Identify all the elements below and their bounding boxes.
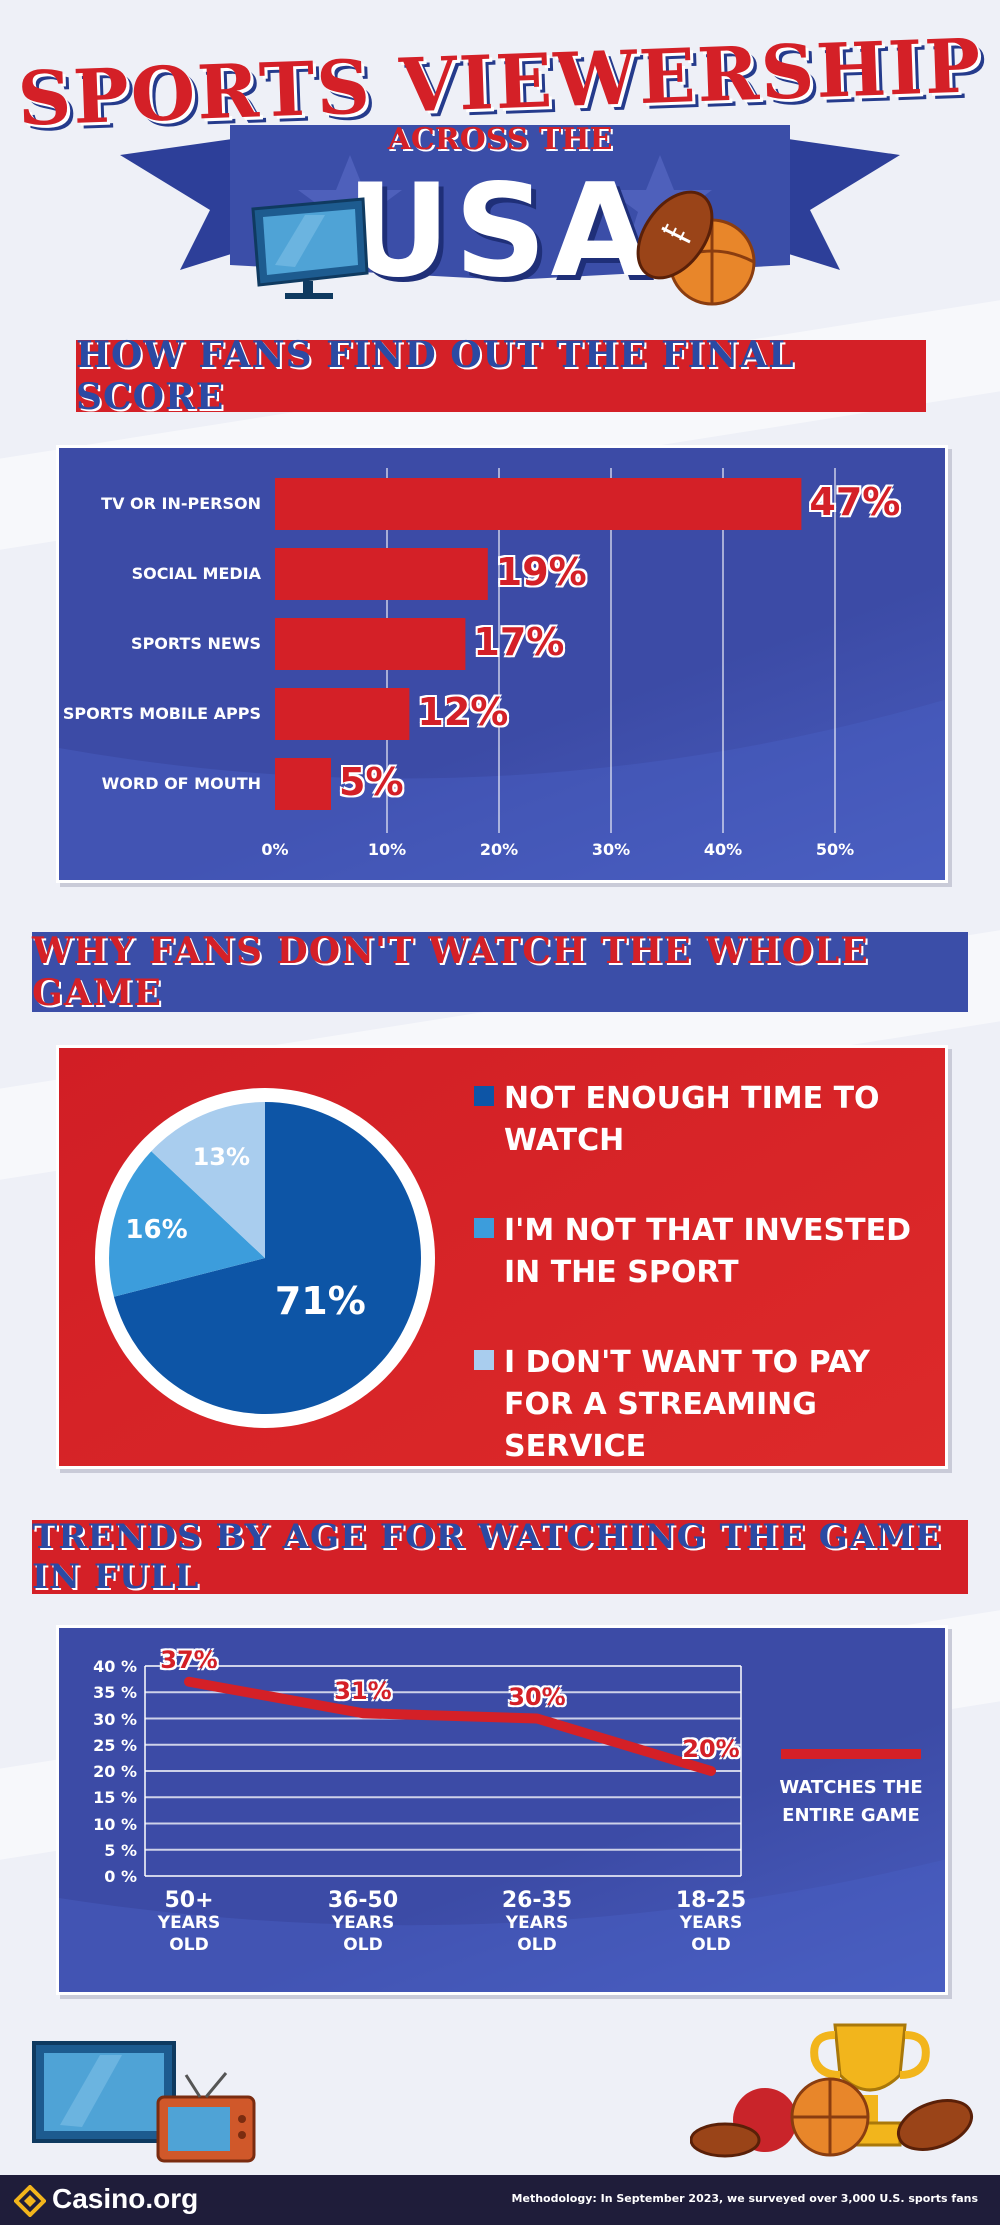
pie-legend: NOT ENOUGH TIME TO WATCH I'M NOT THAT INV… xyxy=(474,1078,934,1464)
methodology-note: Methodology: In September 2023, we surve… xyxy=(511,2192,978,2205)
line-legend-label-line: ENTIRE GAME xyxy=(782,1805,920,1826)
line-chart-svg xyxy=(144,1665,921,1877)
line-x-category-label: 50+ YEARS OLD xyxy=(158,1890,220,1956)
line-value-label: 30% xyxy=(508,1682,566,1711)
line-x-category-line: YEARS xyxy=(679,1913,743,1933)
line-x-category-line: YEARS xyxy=(331,1913,395,1933)
line-x-category-line: YEARS xyxy=(157,1913,221,1933)
pie-chart-panel: 71% 16% 13% NOT ENOUGH TIME TO WATCH I'M NO… xyxy=(56,1045,948,1469)
line-y-tick-label: 10 % xyxy=(93,1814,137,1834)
footer-logo-text[interactable]: Casino.org xyxy=(52,2183,199,2214)
bar-value-label: 17% xyxy=(473,620,565,664)
line-chart-panel: 40 % 35 % 30 % 25 % 20 % 15 % 10 % 5 % 0 % 37% 31%… xyxy=(56,1625,948,1995)
subtitle: ACROSS THE xyxy=(387,122,613,157)
line-point xyxy=(359,1709,367,1718)
football-basketball-icon xyxy=(636,190,756,306)
line-chart: 40 % 35 % 30 % 25 % 20 % 15 % 10 % 5 % 0 % 37% 31%… xyxy=(59,1628,945,1992)
bar-chart-background-swoosh xyxy=(59,699,945,880)
bar-x-tick-label: 40% xyxy=(703,840,743,859)
pie-value-label: 71% xyxy=(274,1278,366,1323)
section-title-final-score: HOW FANS FIND OUT THE FINAL SCORE xyxy=(76,334,926,418)
trophy-balls-icon xyxy=(690,2023,973,2158)
bar-value-label: 5% xyxy=(339,760,404,804)
bar-category-label: WORD OF MOUTH xyxy=(101,774,261,793)
pie-slice xyxy=(151,1102,265,1258)
bar-x-tick-label: 0% xyxy=(261,840,289,859)
bar-x-tick-label: 10% xyxy=(367,840,407,859)
line-value-label: 37% xyxy=(160,1645,218,1674)
pie-slice xyxy=(113,1102,422,1414)
bar xyxy=(275,758,331,810)
line-point xyxy=(533,1714,541,1723)
line-y-tick-label: 40 % xyxy=(93,1657,137,1676)
bar xyxy=(275,688,410,740)
pie-legend-swatch xyxy=(474,1086,494,1106)
monitor-icon xyxy=(251,197,369,299)
tv-monitors-icon xyxy=(32,2041,256,2163)
pie-legend-label: I'M NOT THAT INVESTED IN THE SPORT xyxy=(504,1213,911,1290)
pie-legend-item: NOT ENOUGH TIME TO WATCH xyxy=(474,1078,924,1162)
pie-chart xyxy=(95,1088,435,1428)
bar-x-tick-label: 20% xyxy=(479,840,519,859)
pie-legend-item: I DON'T WANT TO PAY FOR A STREAMING SERV… xyxy=(474,1342,924,1466)
line-y-tick-label: 35 % xyxy=(93,1683,137,1703)
line-y-tick-label: 15 % xyxy=(93,1788,137,1808)
pie-chart-labels: 71% 16% 13% xyxy=(95,1088,435,1428)
bar-value-label: 19% xyxy=(495,550,587,594)
bar-chart: 0% 10% 20% 30% 40% 50% TV OR IN-PERSON 47% SOCIA… xyxy=(59,448,945,880)
bar-category-label: TV OR IN-PERSON xyxy=(101,494,261,513)
casino-logo-icon xyxy=(14,2185,46,2217)
bar xyxy=(275,548,488,600)
bar xyxy=(275,478,802,530)
line-value-label: 31% xyxy=(334,1677,392,1706)
line-point xyxy=(185,1677,193,1686)
line-y-tick-label: 25 % xyxy=(93,1735,137,1755)
bar-chart-svg xyxy=(275,468,836,833)
country-title: USA xyxy=(346,157,654,306)
pie-legend-swatch xyxy=(474,1218,494,1238)
pie-value-label: 16% xyxy=(125,1215,188,1246)
line-x-category-line: OLD xyxy=(169,1935,209,1955)
line-x-category-line: 18-25 xyxy=(675,1888,747,1913)
bar-x-tick-label: 30% xyxy=(591,840,631,859)
line-x-category-line: OLD xyxy=(691,1935,731,1955)
pie-value-label: 13% xyxy=(192,1143,251,1172)
line-chart-background-swoosh xyxy=(59,1859,945,1992)
line-legend-label-line: WATCHES THE xyxy=(779,1777,923,1798)
section-title-age-trends: TRENDS BY AGE FOR WATCHING THE GAME IN F… xyxy=(32,1517,968,1597)
bar-value-label: 47% xyxy=(809,480,901,524)
pie-legend-label: NOT ENOUGH TIME TO WATCH xyxy=(504,1081,880,1158)
line-x-category-line: OLD xyxy=(517,1935,557,1955)
bar-category-label: SPORTS NEWS xyxy=(131,634,261,653)
footer: Casino.org Methodology: In September 202… xyxy=(0,2175,1000,2225)
line-x-category-label: 26-35 YEARS OLD xyxy=(502,1890,572,1956)
line-series xyxy=(184,1676,716,1776)
line-x-category-line: 36-50 xyxy=(327,1888,399,1913)
line-x-category-line: 26-35 xyxy=(501,1888,573,1913)
bar-category-label: SOCIAL MEDIA xyxy=(131,564,261,583)
line-x-category-line: OLD xyxy=(343,1935,383,1955)
line-y-tick-label: 0 % xyxy=(104,1867,137,1886)
line-x-category-label: 18-25 YEARS OLD xyxy=(676,1890,746,1956)
bar-value-label: 12% xyxy=(417,690,509,734)
line-point xyxy=(707,1767,715,1775)
pie-slice xyxy=(109,1151,265,1297)
line-x-category-line: 50+ xyxy=(164,1888,214,1913)
line-y-tick-label: 30 % xyxy=(93,1709,137,1729)
line-x-category-line: YEARS xyxy=(505,1913,569,1933)
line-x-category-label: 36-50 YEARS OLD xyxy=(328,1890,398,1956)
line-y-tick-label: 5 % xyxy=(104,1840,137,1860)
pie-legend-label: I DON'T WANT TO PAY FOR A STREAMING SERV… xyxy=(504,1345,870,1464)
bar-chart-panel: 0% 10% 20% 30% 40% 50% TV OR IN-PERSON 47% SOCIA… xyxy=(56,445,948,883)
line-value-label: 20% xyxy=(682,1735,740,1763)
bar xyxy=(275,618,466,670)
line-legend-label: WATCHES THE ENTIRE GAME xyxy=(771,1774,931,1830)
line-y-tick-label: 20 % xyxy=(93,1762,137,1781)
pie-legend-item: I'M NOT THAT INVESTED IN THE SPORT xyxy=(474,1210,924,1294)
section-title-whole-game: WHY FANS DON'T WATCH THE WHOLE GAME xyxy=(32,930,968,1014)
bar-category-label: SPORTS MOBILE APPS xyxy=(62,704,261,723)
bar-x-tick-label: 50% xyxy=(815,840,855,859)
pie-legend-swatch xyxy=(474,1350,494,1370)
